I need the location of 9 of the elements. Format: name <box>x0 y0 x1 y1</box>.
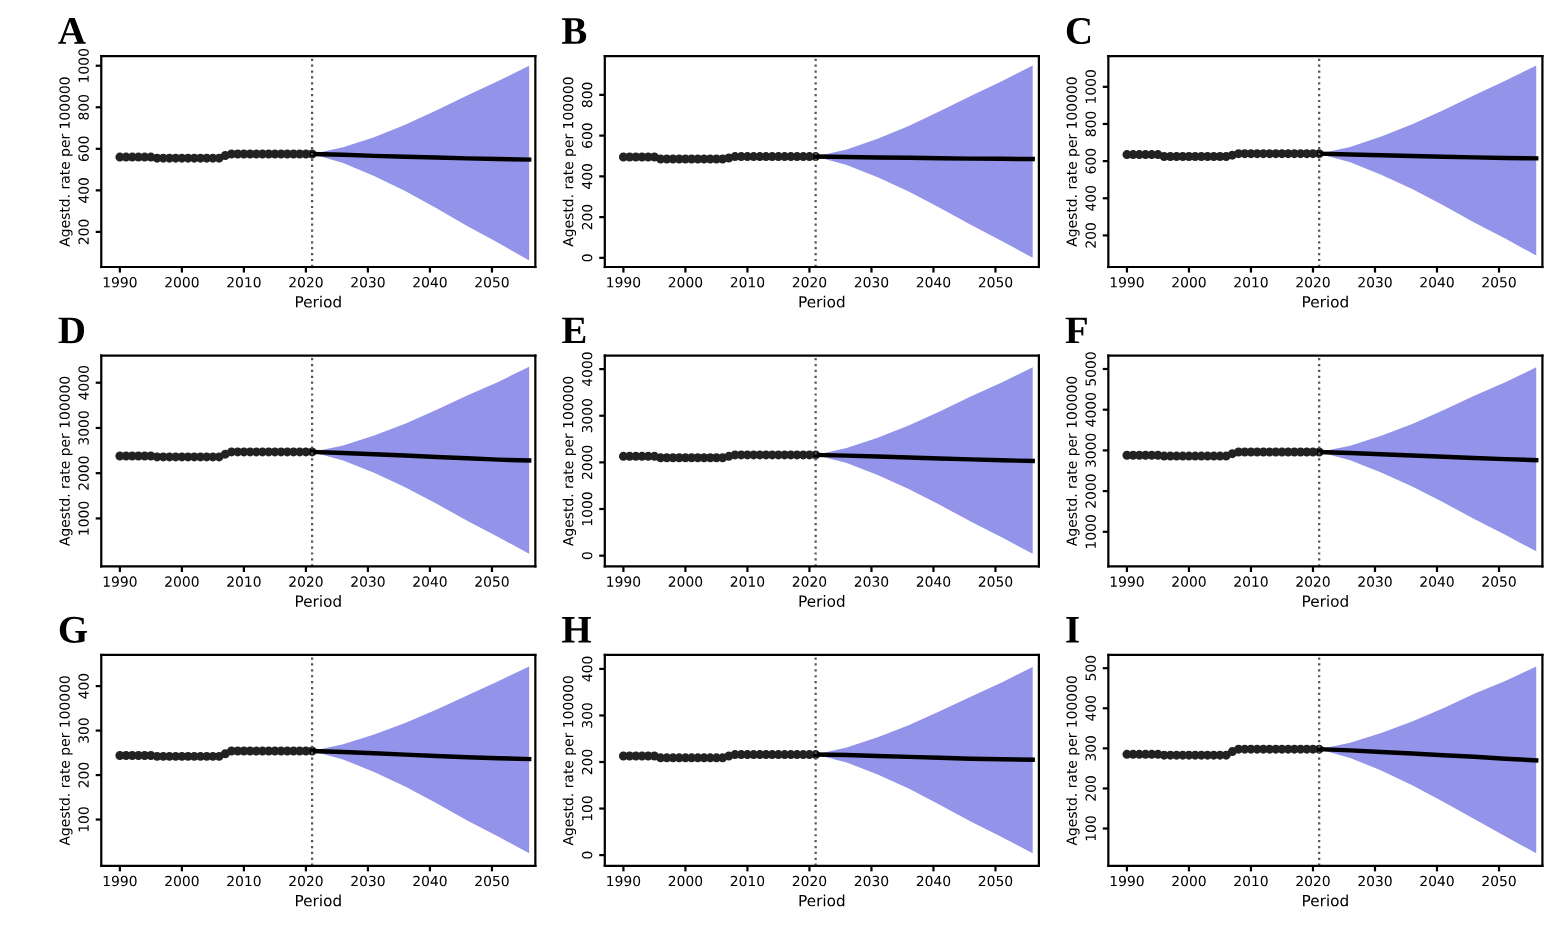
chart-title: H <box>562 617 591 643</box>
chart-title: D <box>58 317 85 344</box>
chart-title: E <box>562 317 586 344</box>
chart-title: G <box>59 616 88 643</box>
chart-title: C <box>1066 17 1091 45</box>
chart-title: F <box>1065 317 1087 344</box>
chart-title: I <box>1066 617 1079 643</box>
chart-title: A <box>58 18 86 44</box>
chart-title: B <box>562 18 587 44</box>
